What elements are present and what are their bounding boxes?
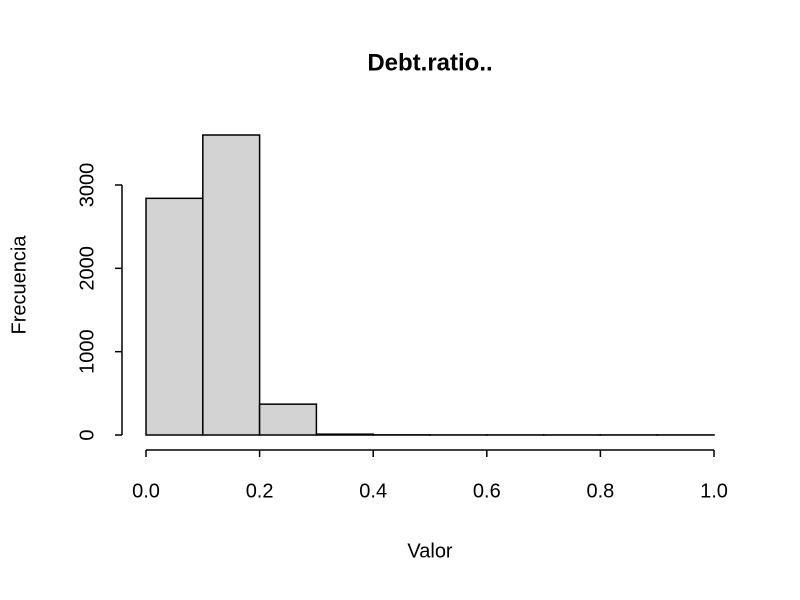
bar [315, 433, 374, 436]
x-tick-label: 0.6 [473, 480, 501, 502]
x-axis-label: Valor [407, 540, 453, 562]
x-tick-label: 0.8 [586, 480, 614, 502]
bar [202, 134, 261, 436]
x-tick-label: 0.4 [359, 480, 387, 502]
y-tick-label: 2000 [76, 246, 98, 291]
y-tick-label: 1000 [76, 329, 98, 374]
x-tick-label: 1.0 [700, 480, 728, 502]
y-axis-label: Frecuencia [8, 235, 30, 335]
bar [145, 197, 204, 436]
bar [258, 403, 318, 436]
x-tick-label: 0.0 [132, 480, 160, 502]
y-tick-label: 0 [76, 429, 98, 440]
chart-title: Debt.ratio.. [367, 49, 492, 76]
y-tick-label: 3000 [76, 163, 98, 208]
x-tick-label: 0.2 [246, 480, 274, 502]
